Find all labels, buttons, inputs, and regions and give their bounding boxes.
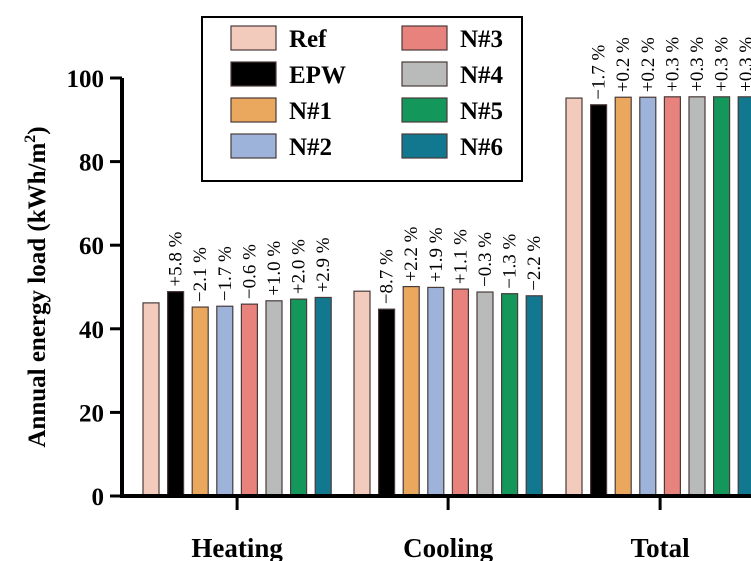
legend-swatch-epw	[230, 61, 277, 87]
bar-heating-epw	[167, 290, 185, 497]
bar-cooling-n5	[501, 293, 519, 497]
legend-label-n5: N#5	[460, 98, 503, 125]
data-label-heating-n4: +1.0 %	[264, 241, 285, 296]
x-ticks-group: Heating Cooling Total	[191, 496, 690, 561]
y-ticks-group: 0 20 40 60 80 100	[67, 66, 122, 511]
data-label-total-n4: +0.3 %	[687, 37, 708, 92]
bar-heating-n6	[314, 296, 332, 497]
legend-swatch-ref	[230, 25, 277, 51]
data-label-heating-n2: −1.7 %	[215, 246, 236, 301]
data-labels-group: +5.8 % −8.7 %−1.7 %−2.1 % +2.2 %+0.2 %−1.7…	[166, 37, 751, 305]
legend-label-n6: N#6	[460, 134, 503, 161]
bar-cooling-ref	[353, 290, 371, 497]
legend-label-n1: N#1	[289, 98, 332, 125]
x-tick-label-total: Total	[631, 533, 691, 561]
data-label-heating-n5: +2.0 %	[289, 239, 310, 294]
data-label-cooling-n4: −0.3 %	[475, 232, 496, 287]
data-label-cooling-epw: −8.7 %	[377, 249, 398, 304]
y-tick-label: 100	[67, 66, 105, 93]
bar-cooling-n1	[402, 285, 420, 497]
y-tick-label: 80	[79, 150, 104, 177]
y-tick-label: 40	[79, 317, 104, 344]
data-label-cooling-n2: +1.9 %	[426, 227, 447, 282]
data-label-cooling-n3: +1.1 %	[450, 229, 471, 284]
bar-total-n4	[688, 96, 706, 497]
data-label-total-n6: +0.3 %	[736, 37, 751, 92]
data-label-total-n1: +0.2 %	[613, 37, 634, 92]
y-tick-label: 0	[92, 484, 105, 511]
bar-heating-n5	[290, 298, 308, 497]
data-label-total-n5: +0.3 %	[712, 37, 733, 92]
legend-label-n3: N#3	[460, 26, 503, 53]
bar-total-n5	[712, 96, 731, 497]
legend-swatch-n2	[230, 133, 277, 159]
y-axis-title-end: )	[24, 126, 51, 134]
legend-label-epw: EPW	[289, 62, 346, 89]
bar-heating-n1	[191, 306, 209, 497]
data-label-heating-epw: +5.8 %	[166, 231, 187, 286]
legend-label-n4: N#4	[460, 62, 504, 89]
bar-cooling-n2	[427, 286, 445, 497]
data-label-total-n2: +0.2 %	[638, 37, 659, 92]
axes-group	[120, 78, 751, 498]
legend: Ref EPW N#1 N#2 N#3 N#4 N#5 N#6	[201, 16, 523, 182]
data-label-total-n3: +0.3 %	[662, 37, 683, 92]
data-label-cooling-n1: +2.2 %	[401, 226, 422, 281]
legend-swatch-n6	[401, 133, 448, 159]
bar-cooling-n4	[476, 291, 494, 497]
data-label-heating-n3: −0.6 %	[239, 244, 260, 299]
legend-swatch-n3	[401, 25, 448, 51]
y-tick-label: 60	[79, 233, 104, 260]
bar-cooling-n3	[451, 288, 469, 497]
bars-group	[142, 96, 751, 497]
bar-total-n1	[614, 96, 632, 497]
bar-total-ref	[565, 97, 583, 497]
data-label-total-epw: −1.7 %	[589, 45, 610, 100]
bar-cooling-n6	[525, 295, 543, 497]
bar-heating-n3	[240, 303, 258, 497]
legend-label-n2: N#2	[289, 134, 332, 161]
bar-heating-n4	[265, 300, 283, 497]
x-tick-label-heating: Heating	[191, 533, 283, 561]
x-tick-label-cooling: Cooling	[403, 533, 494, 561]
bar-total-n2	[639, 96, 657, 497]
bar-total-n3	[663, 96, 682, 497]
data-label-heating-n6: +2.9 %	[313, 237, 334, 292]
y-axis-title-main: Annual energy load (kWh/m	[24, 143, 51, 448]
bar-heating-n2	[216, 305, 234, 497]
y-tick-label: 20	[79, 400, 104, 427]
y-axis-title-superscript: 2	[22, 135, 39, 143]
bar-total-n6	[737, 96, 751, 497]
bar-cooling-epw	[378, 308, 396, 497]
legend-swatch-n4	[401, 61, 448, 87]
bar-heating-ref	[142, 302, 160, 497]
legend-swatch-n1	[230, 97, 277, 123]
legend-swatch-n5	[401, 97, 448, 123]
data-label-heating-n1: −2.1 %	[190, 247, 211, 302]
data-label-cooling-n6: −2.2 %	[524, 236, 545, 291]
bar-total-epw	[589, 104, 608, 497]
data-label-cooling-n5: −1.3 %	[500, 233, 521, 288]
legend-label-ref: Ref	[289, 26, 327, 53]
y-axis-title: Annual energy load (kWh/m2)	[22, 126, 51, 447]
